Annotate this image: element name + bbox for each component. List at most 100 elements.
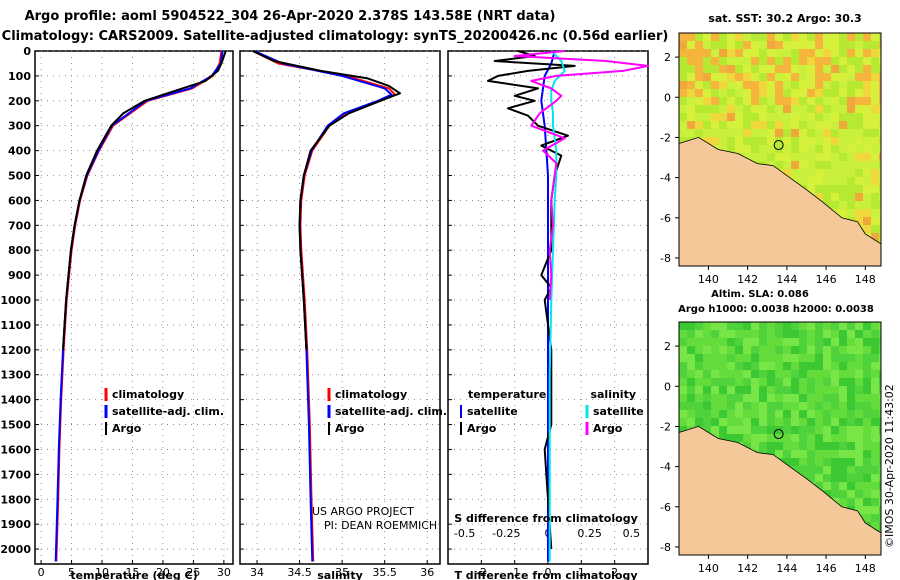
map-cell xyxy=(759,129,767,137)
map-cell xyxy=(727,73,735,81)
legend-header-salinity: salinity xyxy=(590,388,636,401)
map-cell xyxy=(807,33,815,41)
map-cell xyxy=(847,121,855,129)
map-cell xyxy=(831,346,839,354)
map-cell xyxy=(831,418,839,426)
map-cell xyxy=(815,346,823,354)
map-cell xyxy=(727,145,735,153)
map-cell xyxy=(815,434,823,442)
legend-header-temperature: temperature xyxy=(468,388,546,401)
map-cell xyxy=(831,442,839,450)
map-cell xyxy=(807,322,815,330)
map-cell xyxy=(687,113,695,121)
map-cell xyxy=(767,49,775,57)
sla-map-title-line2: Argo h1000: 0.0038 h2000: 0.0038 xyxy=(678,304,874,315)
map-cell xyxy=(815,193,823,201)
map-cell xyxy=(815,49,823,57)
map-cell xyxy=(735,121,743,129)
map-cell xyxy=(831,362,839,370)
map-cell xyxy=(719,362,727,370)
map-cell xyxy=(879,490,881,498)
map-cell xyxy=(727,362,735,370)
map-cell xyxy=(719,322,727,330)
map-cell xyxy=(831,482,839,490)
map-cell xyxy=(823,73,831,81)
map-cell xyxy=(871,225,879,233)
map-cell xyxy=(751,57,759,65)
depth-tick-label: 1700 xyxy=(0,468,31,481)
map-cell xyxy=(871,370,879,378)
map-cell xyxy=(679,426,687,434)
map-cell xyxy=(815,57,823,65)
map-cell xyxy=(775,89,783,97)
map-cell xyxy=(839,434,847,442)
map-cell xyxy=(871,474,879,482)
s-diff-tick-label: -0.25 xyxy=(492,527,520,540)
map-cell xyxy=(863,482,871,490)
map-cell xyxy=(679,41,687,49)
map-cell xyxy=(871,354,879,362)
map-cell xyxy=(775,386,783,394)
map-cell xyxy=(879,410,881,418)
map-cell xyxy=(823,193,831,201)
map-cell xyxy=(871,217,879,225)
map-cell xyxy=(815,153,823,161)
map-cell xyxy=(855,434,863,442)
legend-label-argo: Argo xyxy=(335,422,365,435)
map-cell xyxy=(863,466,871,474)
map-cell xyxy=(823,41,831,49)
map-lon-tick: 142 xyxy=(737,562,758,575)
map-cell xyxy=(847,209,855,217)
map-cell xyxy=(687,65,695,73)
map-cell xyxy=(759,145,767,153)
map-cell xyxy=(783,450,791,458)
map-cell xyxy=(767,394,775,402)
map-cell xyxy=(735,354,743,362)
map-cell xyxy=(687,410,695,418)
map-cell xyxy=(783,338,791,346)
map-cell xyxy=(847,145,855,153)
map-cell xyxy=(791,57,799,65)
map-cell xyxy=(799,426,807,434)
map-cell xyxy=(719,402,727,410)
map-cell xyxy=(679,410,687,418)
map-cell xyxy=(879,73,881,81)
map-cell xyxy=(687,330,695,338)
map-cell xyxy=(807,129,815,137)
map-cell xyxy=(783,394,791,402)
x-tick-label: 15 xyxy=(125,566,139,579)
map-cell xyxy=(759,402,767,410)
map-cell xyxy=(687,322,695,330)
map-cell xyxy=(783,73,791,81)
map-cell xyxy=(839,482,847,490)
map-cell xyxy=(839,161,847,169)
map-cell xyxy=(855,49,863,57)
map-cell xyxy=(751,65,759,73)
map-cell xyxy=(823,113,831,121)
argo-location-marker xyxy=(773,429,784,440)
map-cell xyxy=(879,466,881,474)
map-cell xyxy=(855,450,863,458)
map-cell xyxy=(847,201,855,209)
series-t-satellite xyxy=(540,50,556,562)
map-cell xyxy=(719,81,727,89)
map-cell xyxy=(751,442,759,450)
map-cell xyxy=(719,89,727,97)
x-tick-label: 30 xyxy=(217,566,231,579)
map-cell xyxy=(807,169,815,177)
map-cell xyxy=(783,57,791,65)
map-cell xyxy=(719,426,727,434)
map-cell xyxy=(735,81,743,89)
map-cell xyxy=(759,394,767,402)
map-cell xyxy=(775,105,783,113)
depth-tick-label: 900 xyxy=(8,269,31,282)
map-cell xyxy=(767,57,775,65)
x-axes: 0 5 10 15 20 25 30 34 34.5 35 35.5 36 -2 -1 0 1 2 -0.5 -0.… xyxy=(38,527,640,579)
map-cell xyxy=(703,386,711,394)
map-cell xyxy=(727,33,735,41)
map-cell xyxy=(759,442,767,450)
map-cell xyxy=(863,161,871,169)
map-cell xyxy=(855,193,863,201)
map-cell xyxy=(751,418,759,426)
map-cell xyxy=(807,137,815,145)
